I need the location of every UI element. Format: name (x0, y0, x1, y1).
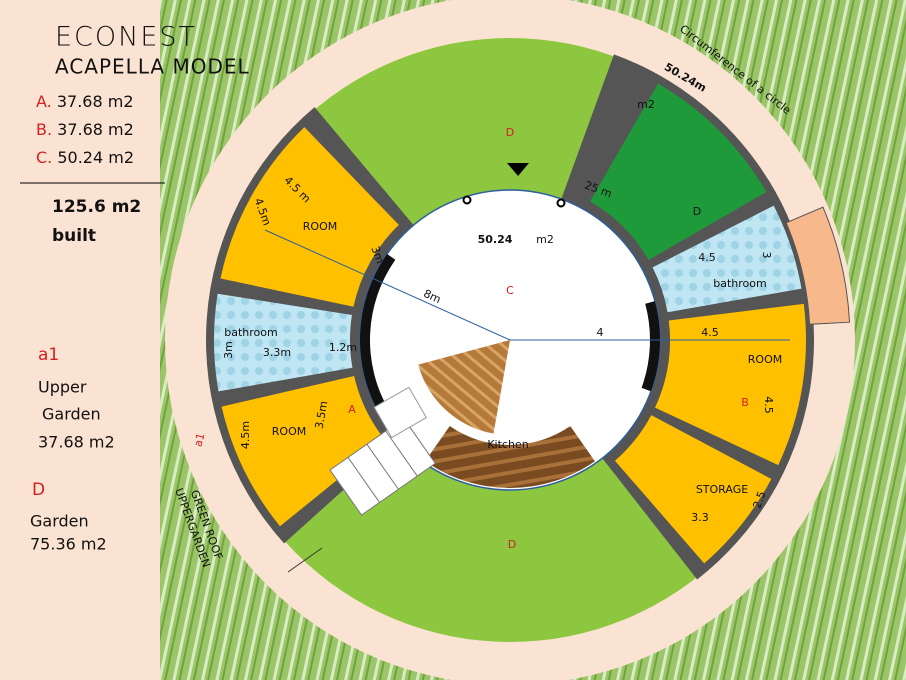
zone-letter: B (741, 396, 749, 409)
wall-arc (360, 253, 396, 415)
area-item: C. 50.24 m2 (36, 148, 134, 167)
room-name: ROOM (272, 425, 306, 438)
dimension: 4.5m (239, 421, 252, 449)
garden-letter: D (508, 538, 516, 551)
room (655, 303, 806, 466)
legend-code: a1 (38, 345, 59, 365)
dimension: 3.3 (691, 511, 709, 524)
kitchen-counter (418, 340, 510, 434)
dimension: 1.2m (329, 341, 357, 354)
door-block (373, 386, 428, 439)
legend-code: D (32, 480, 45, 500)
diagonal-line (264, 229, 511, 341)
legend-line: 37.68 m2 (38, 433, 115, 452)
dimension: 4 (597, 326, 604, 339)
entry-marker (507, 163, 529, 176)
title: ECONEST (55, 22, 197, 53)
dimension: 4.5 (701, 326, 719, 339)
dimension: 3.5m (313, 400, 331, 430)
wood-floor (425, 426, 595, 488)
post (462, 195, 472, 205)
stairs (329, 417, 436, 516)
dimension: 4.5 (762, 396, 775, 414)
bathroom (652, 205, 802, 313)
zone-code: a1 (191, 432, 207, 449)
dimension: 4.5 (698, 251, 716, 264)
room (221, 375, 386, 527)
kitchen-label: Kitchen (487, 438, 528, 451)
center-unit: m2 (536, 233, 554, 246)
garden-letter: D (506, 126, 514, 139)
room (220, 127, 399, 307)
room-name: bathroom (224, 326, 277, 339)
room-name: STORAGE (696, 483, 748, 496)
post (556, 198, 566, 208)
legend-line: Garden (30, 512, 89, 531)
annex (785, 206, 851, 325)
subtitle: ACAPELLA MODEL (55, 55, 250, 79)
room-name: ROOM (748, 353, 782, 366)
zone-letter: C (506, 284, 514, 297)
total: 125.6 m2 (52, 197, 141, 217)
dimension: 3.3m (263, 346, 291, 359)
bathroom (214, 293, 353, 392)
wall-arc (641, 301, 660, 392)
room-name: ROOM (303, 220, 337, 233)
dimension: 2.5 (750, 489, 768, 510)
dimension: 3 (760, 252, 773, 259)
room-name: bathroom (713, 277, 766, 290)
center-area: 50.24 (478, 233, 513, 246)
legend-line: 75.36 m2 (30, 535, 107, 554)
dimension: 3m (368, 244, 386, 265)
total-note: built (52, 226, 96, 246)
legend-line: Garden (42, 405, 101, 424)
legend-line: Upper (38, 378, 87, 397)
circumference-unit: m2 (637, 98, 655, 111)
storage (614, 415, 772, 564)
area-item: A. 37.68 m2 (36, 92, 134, 111)
zone-letter: A (348, 403, 356, 416)
garden-plot (590, 83, 767, 260)
dimension: 3m (222, 341, 235, 359)
garden-letter: D (693, 205, 701, 218)
area-item: B. 37.68 m2 (36, 120, 134, 139)
arrow (287, 547, 323, 573)
